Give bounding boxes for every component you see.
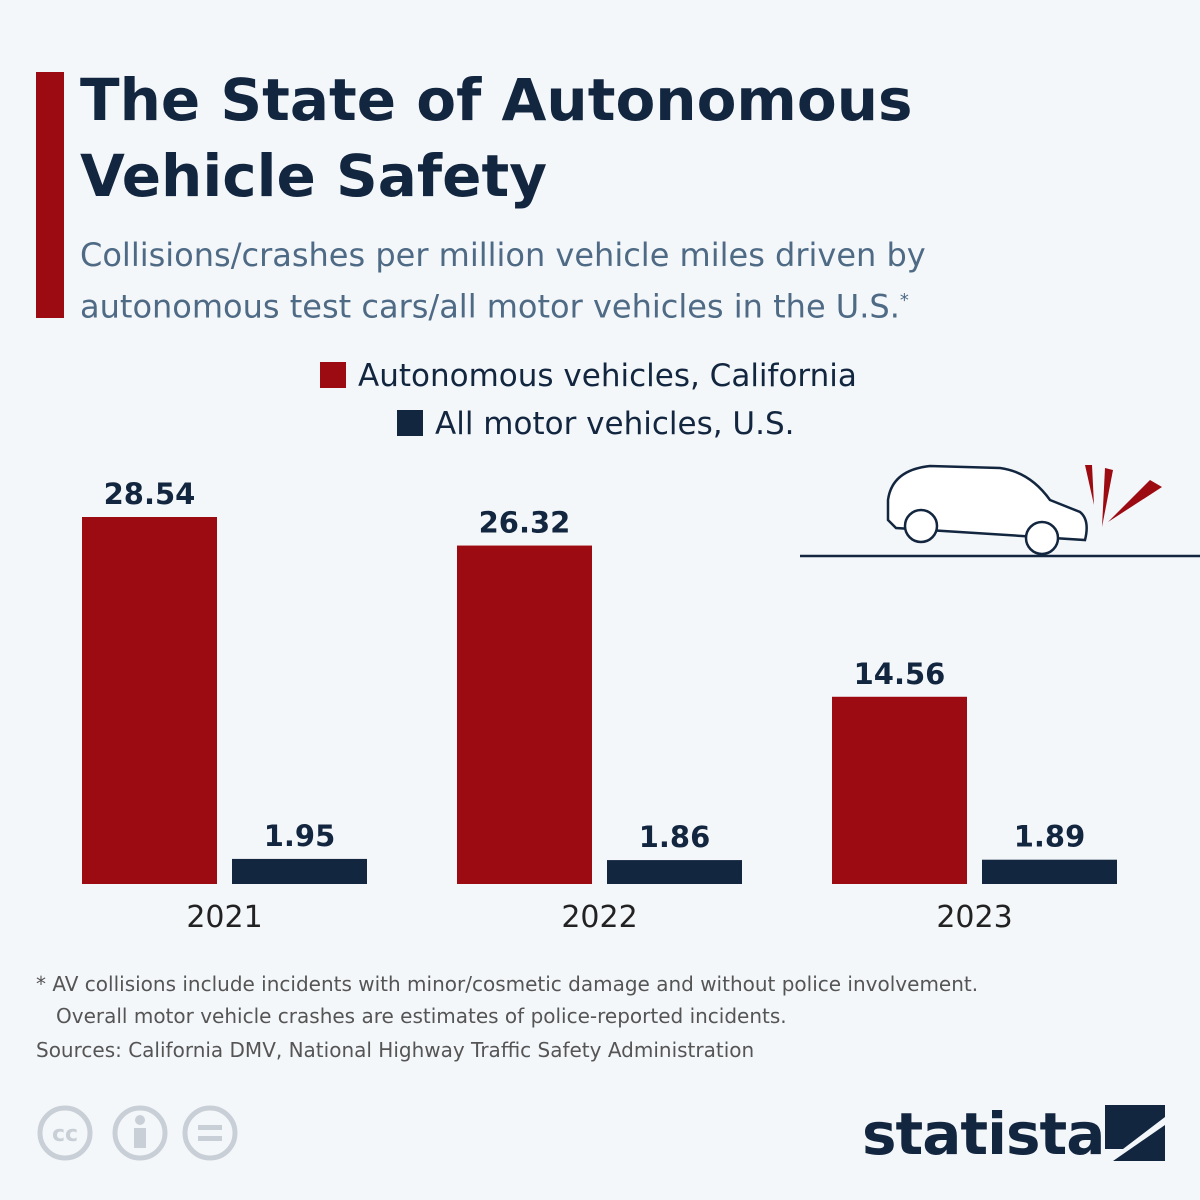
- source: Sources: California DMV, National Highwa…: [36, 1038, 755, 1062]
- value-label: 26.32: [479, 506, 571, 540]
- chart: Autonomous vehicles, California All motor…: [82, 358, 1200, 935]
- car-illustration: [800, 464, 1200, 558]
- bar: [457, 545, 592, 884]
- value-label: 1.89: [1014, 820, 1086, 854]
- accent-bar: [36, 72, 64, 318]
- value-label: 1.86: [639, 820, 711, 854]
- legend-swatch: [397, 410, 423, 436]
- footnote-line: * AV collisions include incidents with m…: [36, 972, 979, 996]
- brand-icon: [1105, 1105, 1165, 1161]
- x-tick-label: 2022: [561, 900, 637, 935]
- footnote-line: Overall motor vehicle crashes are estima…: [56, 1004, 787, 1028]
- legend-label: Autonomous vehicles, California: [358, 358, 857, 394]
- bar: [232, 858, 367, 884]
- legend-swatch: [320, 362, 346, 388]
- subtitle-marker: *: [899, 290, 909, 311]
- crash-marks: [1085, 465, 1162, 527]
- x-tick-label: 2021: [186, 900, 262, 935]
- svg-text:cc: cc: [52, 1122, 78, 1147]
- chart-title: The State of Autonomous Vehicle Safety: [80, 66, 913, 210]
- bar: [832, 696, 967, 884]
- value-label: 28.54: [104, 477, 196, 511]
- footnote: * AV collisions include incidents with m…: [36, 968, 1156, 1032]
- bar: [82, 517, 217, 884]
- value-label: 14.56: [854, 657, 946, 691]
- subtitle: Collisions/crashes per million vehicle m…: [80, 236, 926, 326]
- bar: [607, 860, 742, 884]
- x-tick-label: 2023: [936, 900, 1012, 935]
- legend-label: All motor vehicles, U.S.: [435, 406, 795, 442]
- value-label: 1.95: [264, 819, 336, 853]
- subtitle-block: Collisions/crashes per million vehicle m…: [80, 232, 1080, 330]
- license-icons: cc: [37, 1105, 238, 1161]
- bar: [982, 859, 1117, 884]
- brand-logo: statista: [862, 1100, 1105, 1168]
